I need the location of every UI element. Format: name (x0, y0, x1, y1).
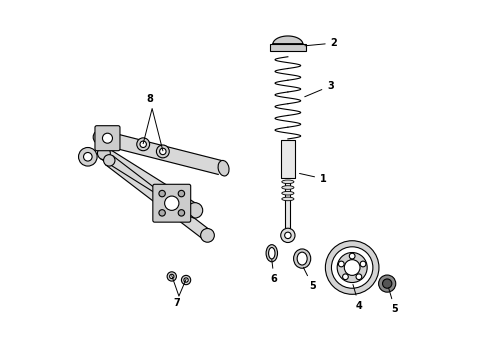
Text: 6: 6 (270, 260, 277, 284)
FancyBboxPatch shape (153, 184, 191, 222)
Ellipse shape (297, 252, 307, 265)
Ellipse shape (282, 192, 294, 195)
Circle shape (165, 196, 179, 210)
FancyBboxPatch shape (95, 126, 120, 151)
Circle shape (159, 210, 165, 216)
Polygon shape (98, 130, 222, 175)
Circle shape (383, 279, 392, 288)
Polygon shape (273, 36, 303, 44)
FancyBboxPatch shape (285, 182, 291, 232)
Circle shape (285, 232, 291, 239)
Circle shape (325, 241, 379, 294)
Circle shape (360, 261, 366, 267)
Circle shape (167, 272, 176, 281)
Circle shape (349, 253, 355, 259)
Circle shape (170, 274, 174, 279)
Circle shape (140, 141, 147, 148)
Text: 8: 8 (146, 94, 153, 104)
Text: 5: 5 (389, 288, 398, 314)
Text: 4: 4 (353, 284, 363, 311)
Circle shape (160, 148, 166, 155)
Circle shape (103, 155, 115, 166)
Ellipse shape (282, 186, 294, 189)
Circle shape (178, 210, 185, 216)
Ellipse shape (266, 245, 277, 262)
Circle shape (331, 247, 373, 288)
Ellipse shape (282, 180, 294, 184)
Ellipse shape (269, 248, 275, 259)
Circle shape (93, 130, 107, 144)
Polygon shape (100, 148, 198, 216)
Circle shape (337, 252, 367, 283)
Circle shape (344, 260, 360, 275)
Circle shape (356, 274, 362, 280)
Ellipse shape (218, 161, 229, 176)
Ellipse shape (294, 249, 311, 268)
Text: 5: 5 (303, 267, 316, 291)
Text: 3: 3 (305, 81, 334, 97)
Circle shape (181, 275, 191, 285)
Text: 1: 1 (299, 174, 327, 184)
Text: 2: 2 (305, 38, 338, 48)
Circle shape (98, 147, 110, 159)
Circle shape (379, 275, 396, 292)
Text: 7: 7 (174, 298, 180, 308)
Circle shape (339, 261, 344, 267)
Circle shape (343, 274, 348, 280)
Circle shape (187, 203, 203, 218)
FancyBboxPatch shape (270, 44, 306, 51)
Circle shape (102, 133, 113, 143)
Circle shape (137, 138, 149, 151)
Circle shape (178, 190, 185, 197)
Circle shape (184, 278, 188, 282)
Circle shape (83, 153, 92, 161)
Circle shape (78, 148, 97, 166)
FancyBboxPatch shape (281, 140, 295, 178)
Circle shape (156, 145, 169, 158)
Circle shape (159, 190, 165, 197)
Circle shape (281, 228, 295, 243)
Polygon shape (106, 156, 211, 240)
Circle shape (200, 229, 214, 242)
Ellipse shape (282, 197, 294, 201)
